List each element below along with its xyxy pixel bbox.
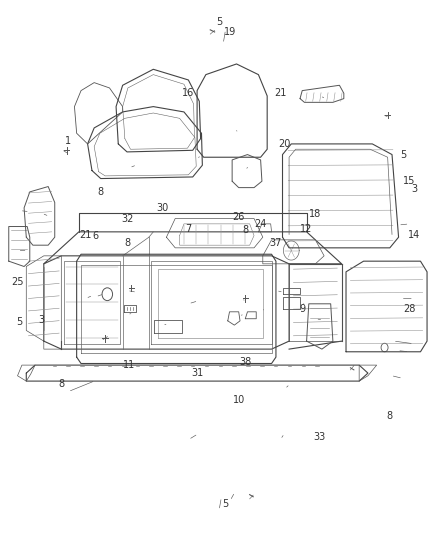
Text: 31: 31	[191, 368, 203, 378]
Text: 5: 5	[216, 18, 222, 27]
Text: 11: 11	[123, 360, 135, 370]
Text: 20: 20	[279, 139, 291, 149]
Text: 21: 21	[79, 230, 92, 239]
Text: 8: 8	[58, 379, 64, 389]
Text: 3: 3	[411, 184, 417, 194]
Text: 5: 5	[17, 318, 23, 327]
Text: 9: 9	[299, 304, 305, 314]
Text: 28: 28	[403, 304, 416, 314]
Text: 8: 8	[242, 225, 248, 235]
Text: 5: 5	[223, 499, 229, 508]
Text: 7: 7	[185, 224, 191, 234]
Text: 3: 3	[39, 315, 45, 325]
Text: 18: 18	[309, 209, 321, 219]
Text: 1: 1	[65, 136, 71, 146]
Text: 6: 6	[92, 231, 99, 241]
Text: 12: 12	[300, 224, 313, 234]
Text: 38: 38	[239, 358, 251, 367]
Text: 8: 8	[124, 238, 130, 247]
Text: 14: 14	[408, 230, 420, 239]
Text: 8: 8	[387, 411, 393, 421]
Text: 16: 16	[182, 88, 194, 98]
Text: 5: 5	[400, 150, 406, 159]
Text: 15: 15	[403, 176, 416, 186]
Text: 19: 19	[224, 27, 236, 37]
Text: 24: 24	[254, 219, 267, 229]
Text: 30: 30	[156, 203, 168, 213]
Text: 26: 26	[233, 212, 245, 222]
Text: 21: 21	[274, 88, 286, 98]
Text: 8: 8	[98, 187, 104, 197]
Text: 10: 10	[233, 395, 245, 405]
Text: 37: 37	[270, 238, 282, 247]
Text: 32: 32	[121, 214, 133, 223]
Text: 33: 33	[314, 432, 326, 442]
Text: 25: 25	[11, 278, 24, 287]
